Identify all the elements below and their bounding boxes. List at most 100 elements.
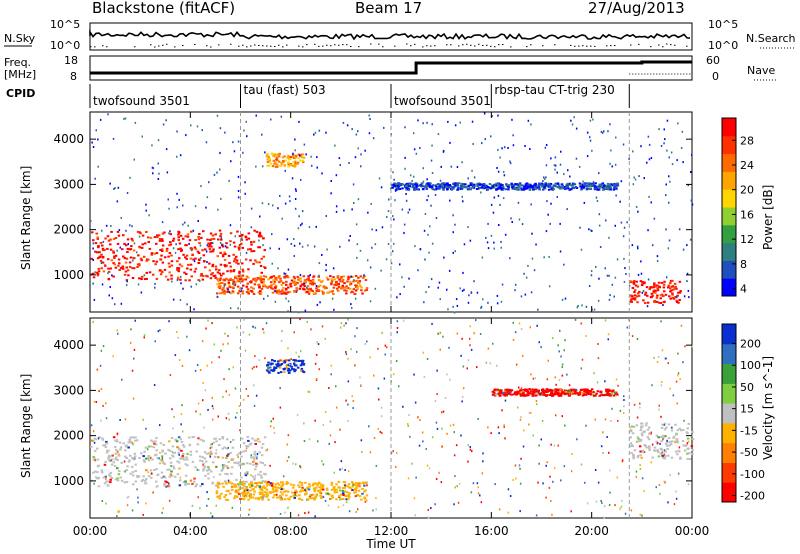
heatmap-cell bbox=[602, 452, 604, 455]
heatmap-cell bbox=[416, 184, 418, 187]
heatmap-cell bbox=[432, 184, 435, 187]
heatmap-cell bbox=[643, 490, 645, 493]
heatmap-cell bbox=[269, 464, 271, 467]
heatmap-cell bbox=[274, 285, 278, 288]
heatmap-cell bbox=[112, 262, 115, 265]
heatmap-cell bbox=[151, 166, 154, 169]
heatmap-cell bbox=[212, 237, 216, 240]
heatmap-cell bbox=[223, 446, 226, 449]
heatmap-cell bbox=[163, 476, 167, 479]
heatmap-cell bbox=[587, 183, 591, 186]
heatmap-cell bbox=[508, 390, 511, 393]
heatmap-cell bbox=[144, 479, 147, 482]
heatmap-cell bbox=[321, 280, 324, 283]
heatmap-cell bbox=[97, 246, 100, 249]
heatmap-cell bbox=[368, 114, 370, 117]
heatmap-cell bbox=[530, 123, 532, 126]
heatmap-cell bbox=[508, 184, 511, 187]
heatmap-cell bbox=[188, 444, 191, 447]
heatmap-cell bbox=[322, 291, 325, 294]
heatmap-cell bbox=[193, 246, 197, 249]
heatmap-cell bbox=[254, 259, 257, 262]
heatmap-cell bbox=[543, 178, 546, 181]
heatmap-cell bbox=[380, 415, 383, 418]
heatmap-cell bbox=[330, 488, 334, 491]
heatmap-cell bbox=[302, 275, 305, 278]
heatmap-cell bbox=[291, 367, 294, 370]
heatmap-cell bbox=[632, 280, 636, 282]
heatmap-cell bbox=[521, 184, 524, 187]
heatmap-cell bbox=[241, 292, 245, 295]
heatmap-cell bbox=[210, 512, 212, 515]
heatmap-cell bbox=[644, 424, 648, 427]
heatmap-cell bbox=[295, 291, 298, 293]
heatmap-cell bbox=[110, 259, 114, 262]
heatmap-cell bbox=[255, 114, 257, 117]
heatmap-cell bbox=[641, 451, 644, 453]
heatmap-cell bbox=[181, 404, 183, 407]
heatmap-cell bbox=[469, 239, 472, 242]
nave-tick-bottom: 0 bbox=[712, 70, 719, 83]
heatmap-cell bbox=[350, 348, 352, 351]
heatmap-cell bbox=[430, 159, 433, 162]
heatmap-cell bbox=[154, 340, 156, 343]
heatmap-cell bbox=[152, 446, 155, 449]
heatmap-cell bbox=[253, 458, 256, 461]
heatmap-cell bbox=[566, 392, 570, 395]
heatmap-cell bbox=[280, 486, 283, 488]
colorbar-swatch bbox=[722, 442, 736, 463]
heatmap-cell bbox=[241, 270, 245, 273]
heatmap-cell bbox=[280, 115, 283, 118]
heatmap-cell bbox=[149, 236, 153, 239]
heatmap-cell bbox=[301, 210, 304, 213]
heatmap-cell bbox=[427, 183, 431, 186]
freq-unit: [MHz] bbox=[4, 68, 36, 81]
heatmap-cell bbox=[545, 184, 548, 187]
heatmap-cell bbox=[452, 423, 455, 426]
heatmap-cell bbox=[157, 139, 160, 142]
heatmap-cell bbox=[499, 390, 503, 393]
heatmap-cell bbox=[641, 514, 643, 517]
heatmap-cell bbox=[273, 426, 275, 429]
heatmap-cell bbox=[213, 476, 215, 479]
heatmap-cell bbox=[221, 447, 224, 450]
heatmap-cell bbox=[452, 251, 454, 254]
heatmap-cell bbox=[96, 257, 100, 260]
heatmap-cell bbox=[517, 392, 521, 395]
heatmap-cell bbox=[345, 353, 348, 356]
heatmap-cell bbox=[328, 387, 330, 389]
heatmap-cell bbox=[407, 188, 411, 191]
heatmap-cell bbox=[411, 186, 414, 189]
heatmap-cell bbox=[574, 318, 577, 321]
heatmap-cell bbox=[500, 300, 503, 303]
heatmap-cell bbox=[682, 248, 685, 251]
heatmap-cell bbox=[514, 188, 517, 191]
heatmap-cell bbox=[216, 283, 219, 286]
heatmap-cell bbox=[176, 473, 180, 476]
heatmap-cell bbox=[457, 501, 460, 504]
heatmap-cell bbox=[343, 324, 345, 327]
heatmap-cell bbox=[150, 472, 153, 475]
heatmap-cell bbox=[210, 273, 213, 276]
heatmap-cell bbox=[493, 241, 495, 244]
heatmap-cell bbox=[502, 393, 505, 396]
heatmap-cell bbox=[282, 475, 285, 478]
heatmap-cell bbox=[276, 482, 279, 485]
heatmap-cell bbox=[398, 188, 402, 190]
heatmap-cell bbox=[671, 279, 674, 282]
heatmap-cell bbox=[561, 298, 564, 301]
heatmap-cell bbox=[188, 242, 190, 245]
heatmap-cell bbox=[154, 440, 157, 443]
heatmap-cell bbox=[241, 287, 243, 290]
heatmap-cell bbox=[340, 276, 343, 278]
heatmap-cell bbox=[636, 245, 639, 248]
heatmap-cell bbox=[529, 326, 531, 329]
heatmap-cell bbox=[346, 280, 349, 283]
heatmap-cell bbox=[560, 150, 562, 153]
heatmap-cell bbox=[335, 491, 339, 494]
heatmap-cell bbox=[187, 263, 190, 266]
heatmap-cell bbox=[147, 258, 150, 261]
heatmap-cell bbox=[324, 286, 327, 289]
heatmap-cell bbox=[190, 247, 193, 250]
